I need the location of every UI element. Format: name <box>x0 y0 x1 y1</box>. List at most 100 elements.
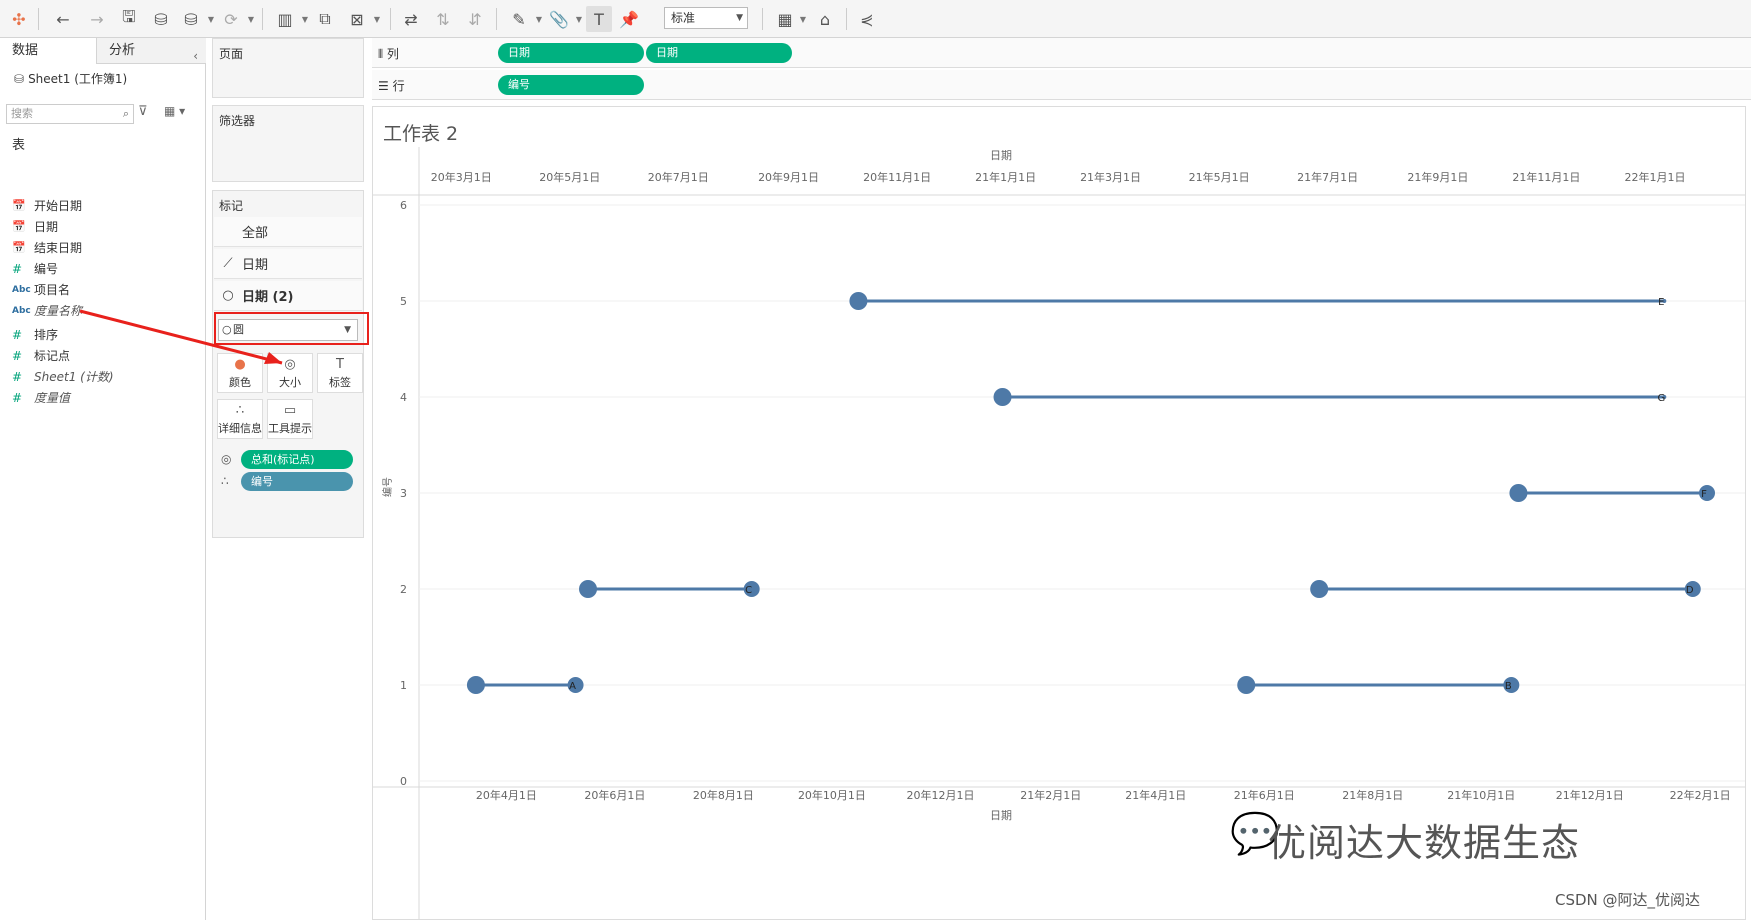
top-tick-label: 21年1月1日 <box>975 170 1036 184</box>
field-item[interactable]: 📅 结束日期 <box>12 238 82 257</box>
column-pill[interactable]: 日期 <box>646 43 792 63</box>
pin-icon[interactable]: 📌 <box>619 9 639 29</box>
start-point <box>579 580 598 598</box>
presentation-icon[interactable]: ⌂ <box>819 9 831 29</box>
marks-date-row[interactable]: ⟋ 日期 <box>214 249 362 279</box>
top-tick-label: 21年5月1日 <box>1189 170 1250 184</box>
end-point <box>1684 581 1701 597</box>
database-icon: ⛁ <box>14 71 25 86</box>
chevron-down-icon[interactable]: ▼ <box>799 14 807 24</box>
measure-pill[interactable]: 总和(标记点) <box>241 449 353 469</box>
chevron-down-icon[interactable]: ▼ <box>301 14 309 24</box>
label-button[interactable]: T 标签 <box>317 353 363 393</box>
datasource-item[interactable]: ⛁ Sheet1 (工作簿1) <box>14 70 127 87</box>
datasource-icon[interactable]: ⛁ <box>184 9 198 29</box>
field-label: 项目名 <box>34 283 71 297</box>
size-button[interactable]: ◎ 大小 <box>267 353 313 393</box>
field-item[interactable]: Abc 项目名 <box>12 280 70 299</box>
detail-button[interactable]: ∴ 详细信息 <box>217 399 263 439</box>
row-pill[interactable]: 编号 <box>498 75 644 95</box>
duplicate-sheet-icon[interactable]: ⧉ <box>319 9 331 28</box>
chevron-down-icon[interactable]: ▼ <box>373 14 381 24</box>
y-tick-label: 2 <box>400 583 407 596</box>
bottom-tick-label: 20年4月1日 <box>476 788 537 802</box>
start-point <box>1310 580 1329 598</box>
field-item[interactable]: # Sheet1 (计数) <box>12 367 114 386</box>
start-point <box>849 292 868 310</box>
field-label: 度量名称 <box>34 304 83 318</box>
chevron-down-icon[interactable]: ▼ <box>535 14 543 24</box>
field-item[interactable]: Abc 度量名称 <box>12 301 82 320</box>
chevron-down-icon[interactable]: ▼ <box>207 14 215 24</box>
field-label: 度量值 <box>34 391 71 405</box>
annotation-highlight-box <box>214 312 369 345</box>
pages-shelf[interactable]: 页面 <box>212 38 364 98</box>
group-icon[interactable]: 📎 <box>549 9 569 29</box>
top-tick-label: 20年11月1日 <box>863 170 931 184</box>
field-label: 日期 <box>34 220 59 234</box>
redo-icon[interactable]: → <box>90 9 104 29</box>
hash-icon: # <box>12 390 23 405</box>
abc-icon: Abc <box>12 305 31 316</box>
y-axis-label: 编号 <box>381 477 394 497</box>
size-pill-row: ◎ 总和(标记点) <box>221 449 353 469</box>
start-point <box>993 388 1012 406</box>
field-item[interactable]: # 编号 <box>12 259 58 278</box>
swap-icon[interactable]: ⇄ <box>404 9 418 29</box>
clear-sheet-icon[interactable]: ⊠ <box>350 9 364 29</box>
top-tick-label: 22年1月1日 <box>1624 170 1685 184</box>
field-label: 排序 <box>34 328 59 342</box>
size-icon: ◎ <box>221 452 232 466</box>
share-icon[interactable]: ⋞ <box>860 9 874 29</box>
view-options-icon[interactable]: ▦ ▾ <box>164 104 186 118</box>
tooltip-button[interactable]: ▭ 工具提示 <box>267 399 313 439</box>
tab-data[interactable]: 数据 <box>0 38 96 64</box>
bottom-tick-label: 21年10月1日 <box>1447 788 1515 802</box>
bottom-tick-label: 22年2月1日 <box>1670 788 1731 802</box>
tableau-logo-icon[interactable]: ✣ <box>12 9 26 29</box>
label-icon[interactable]: T <box>586 6 612 32</box>
filters-title: 筛选器 <box>219 114 256 128</box>
point-label: G <box>1657 393 1665 404</box>
fit-select[interactable]: 标准 ▼ <box>664 7 748 29</box>
field-item[interactable]: # 标记点 <box>12 346 70 365</box>
field-item[interactable]: 📅 日期 <box>12 217 58 236</box>
field-item[interactable]: 📅 开始日期 <box>12 196 82 215</box>
label-label: 标签 <box>329 376 351 389</box>
color-button[interactable]: ● 颜色 <box>217 353 263 393</box>
sheet-title: 工作表 2 <box>383 123 459 145</box>
sort-asc-icon[interactable]: ⇅ <box>436 9 450 29</box>
dimension-pill[interactable]: 编号 <box>241 471 353 491</box>
collapse-icon[interactable]: ‹ <box>193 49 198 63</box>
rows-shelf[interactable]: ☰ 行 编号 <box>372 70 1751 100</box>
new-datasource-icon[interactable]: ⛁ <box>154 9 168 29</box>
field-item[interactable]: # 排序 <box>12 325 58 344</box>
bottom-tick-label: 21年8月1日 <box>1342 788 1403 802</box>
sort-desc-icon[interactable]: ⇵ <box>468 9 482 29</box>
undo-icon[interactable]: ← <box>56 9 70 29</box>
abc-icon: Abc <box>12 284 31 295</box>
filters-shelf[interactable]: 筛选器 <box>212 105 364 182</box>
show-me-icon[interactable]: ▦ <box>777 9 793 29</box>
columns-shelf[interactable]: ⫴ 列 日期 日期 <box>372 38 1751 68</box>
save-icon[interactable]: 🖫 <box>122 6 136 26</box>
bottom-tick-label: 20年8月1日 <box>693 788 754 802</box>
top-tick-label: 20年9月1日 <box>758 170 819 184</box>
field-item[interactable]: # 度量值 <box>12 388 70 407</box>
tab-analysis[interactable]: 分析 ‹ <box>96 38 206 64</box>
worksheet: 工作表 2 0 1 2 3 4 5 6 编号 日期 20年3月1日 20年5月1日 20年7月1日 20… <box>372 106 1746 920</box>
refresh-icon[interactable]: ⟳ <box>224 9 238 29</box>
chevron-down-icon[interactable]: ▼ <box>575 14 583 24</box>
start-point <box>1509 484 1528 502</box>
filter-icon[interactable]: ⊽ <box>138 104 148 119</box>
new-sheet-icon[interactable]: ▥ <box>277 9 293 29</box>
datasource-label: Sheet1 (工作簿1) <box>28 72 128 86</box>
column-pill[interactable]: 日期 <box>498 43 644 63</box>
search-input[interactable]: 搜索 ⌕ <box>6 104 134 124</box>
highlight-icon[interactable]: ✎ <box>512 9 526 29</box>
marks-all-row[interactable]: 全部 <box>214 217 362 247</box>
marks-date2-row[interactable]: ○ 日期 (2) <box>214 281 362 311</box>
chevron-down-icon[interactable]: ▼ <box>247 14 255 24</box>
